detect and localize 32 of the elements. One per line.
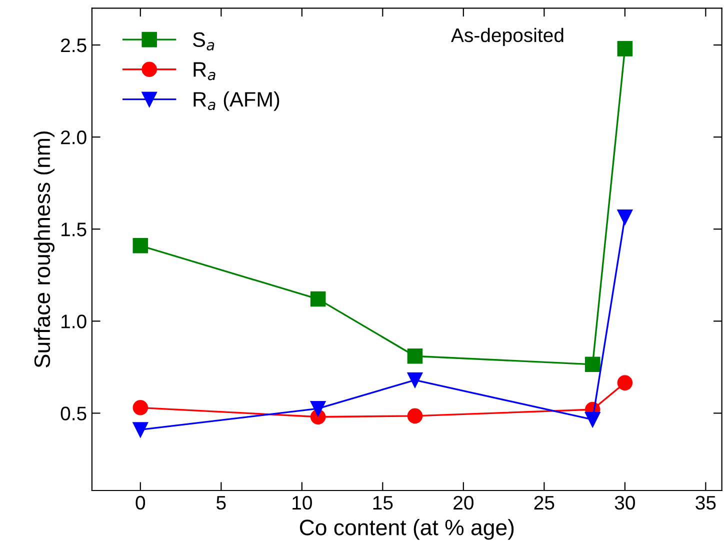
legend-label: S$_{a}$ [192,32,214,50]
point [407,408,423,424]
point [617,209,633,225]
legend-label: R$_{a}$ (AFM) [194,91,280,111]
point [584,356,600,372]
x-tick-label: 20 [454,496,474,510]
x-tick-label: 5 [216,496,226,510]
y-axis-title: Surface roughness (nm) [34,132,55,368]
x-tick-label: 35 [696,496,716,510]
point [310,400,326,416]
point [132,400,148,416]
point [617,41,633,56]
point [584,412,600,428]
x-tick-label: 0 [136,496,146,510]
annotation: As-deposited [451,28,564,46]
point [407,348,423,364]
x-tick-label: 15 [373,496,393,510]
point [617,375,633,390]
x-tick-label: 30 [614,496,635,510]
point [310,291,326,307]
x-tick-label: 25 [534,496,554,510]
y-tick-label: 1.0 [62,314,86,328]
y-tick-label: 2.0 [61,130,86,144]
x-tick-label: 10 [292,496,312,510]
x-axis-title: Co content (at % age) [300,519,514,540]
point [132,238,148,254]
y-tick-label: 0.5 [60,406,86,420]
y-tick-label: 1.5 [62,222,86,236]
legend-label: R$_{a}$ [194,62,216,80]
point [132,422,148,438]
point [407,372,423,388]
y-tick-label: 2.5 [61,38,86,52]
